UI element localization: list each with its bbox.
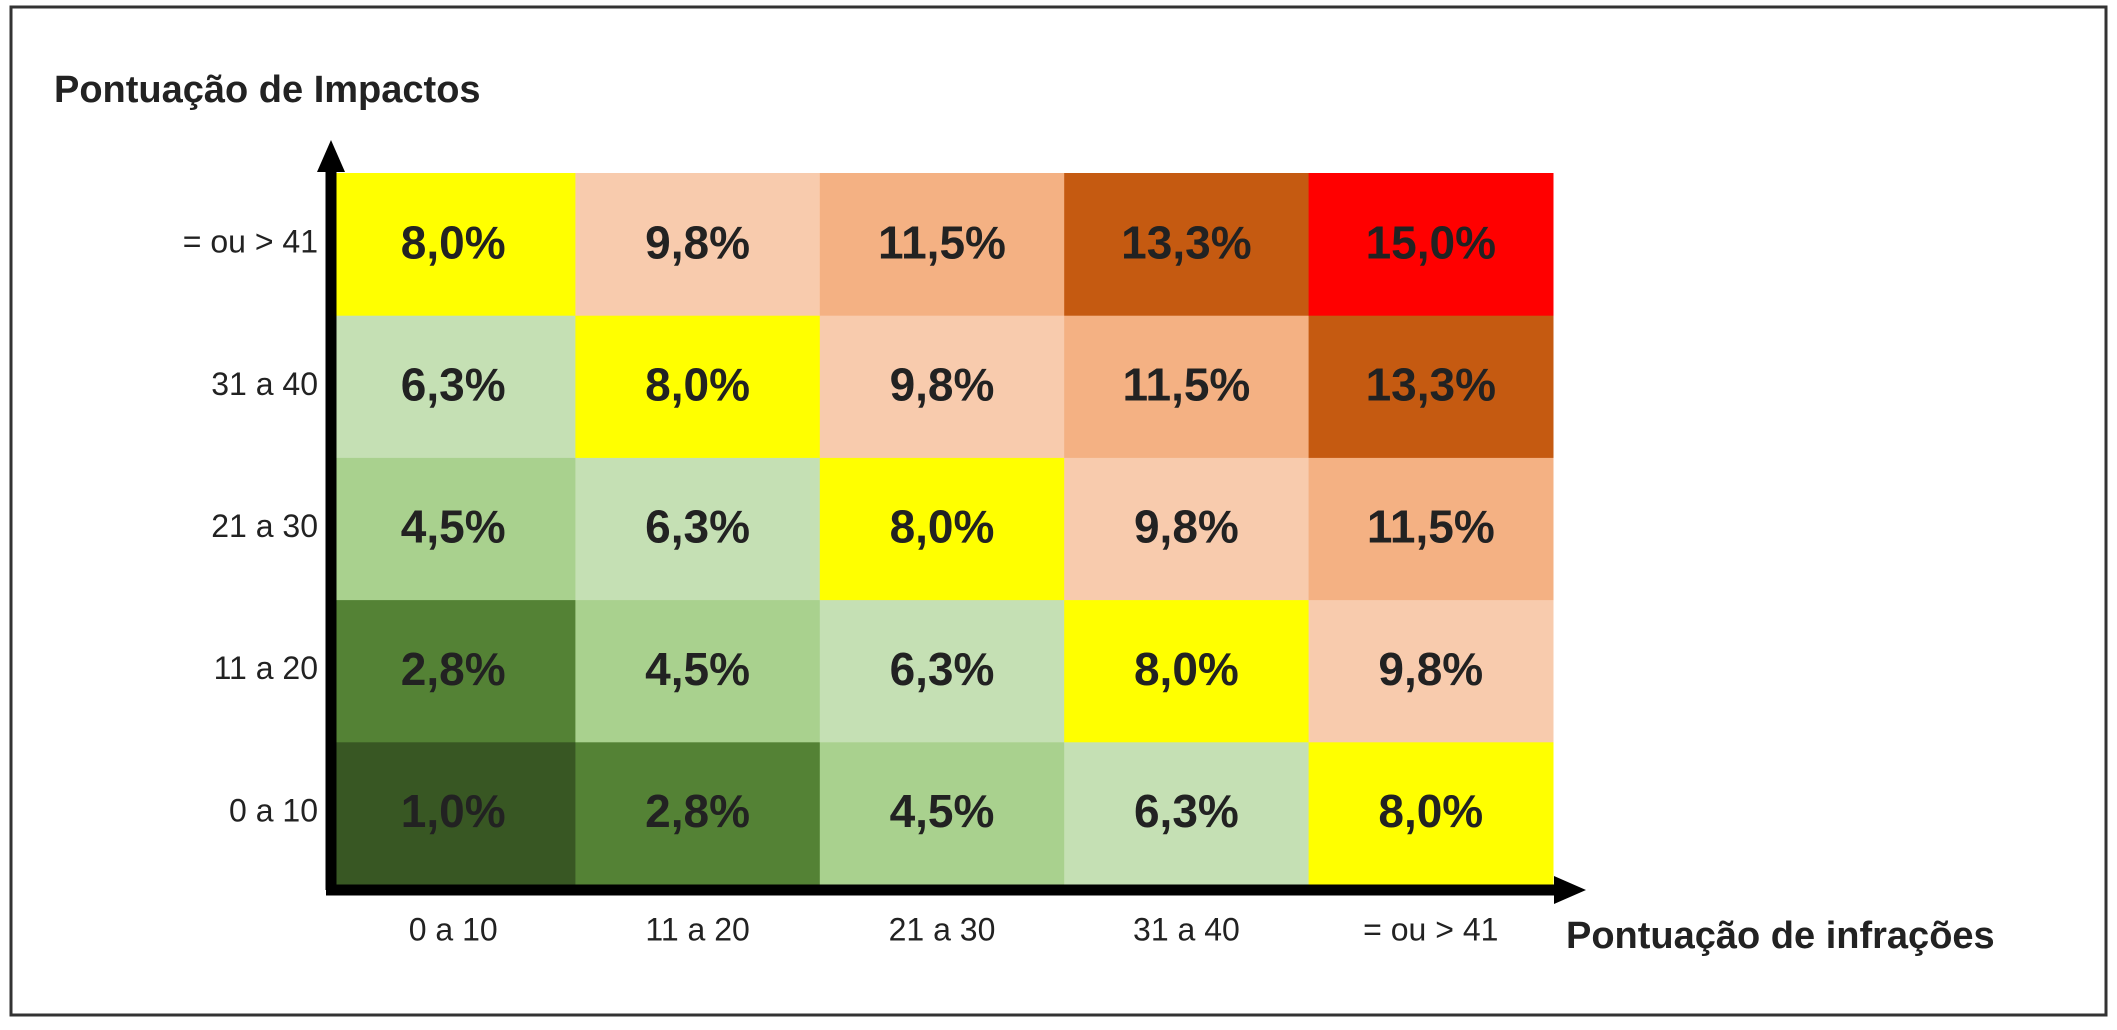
y-tick-label: 11 a 20: [214, 650, 318, 686]
heatmap-cell: [1308, 457, 1554, 601]
y-axis-arrow: [317, 140, 345, 172]
cell-label: 6,3%: [1134, 785, 1239, 837]
cell-label: 4,5%: [401, 501, 506, 553]
cell-label: 8,0%: [401, 216, 506, 268]
heatmap-cell: [331, 315, 576, 458]
heatmap-cell: [819, 599, 1065, 743]
cell-label: 8,0%: [645, 358, 750, 410]
cell-label: 11,5%: [1122, 358, 1250, 410]
heatmap-cell: [1308, 741, 1554, 885]
heatmap-cell: [1064, 457, 1310, 601]
x-tick-label: 31 a 40: [1133, 911, 1240, 947]
heatmap-cell: [575, 457, 821, 601]
heatmap-cell: [819, 315, 1065, 458]
cell-label: 4,5%: [890, 785, 995, 837]
heatmap-cell: [1308, 315, 1554, 458]
heatmap-cell: [1308, 173, 1554, 316]
x-tick-label: 21 a 30: [889, 911, 996, 947]
heatmap-cell: [819, 173, 1065, 316]
cell-label: 8,0%: [1378, 785, 1483, 837]
cell-label: 2,8%: [401, 643, 506, 695]
y-tick-label: 0 a 10: [229, 792, 318, 828]
heatmap-cell: [575, 741, 821, 885]
x-tick-label: 0 a 10: [409, 911, 498, 947]
heatmap-cell: [575, 315, 821, 458]
cell-label: 8,0%: [1134, 643, 1239, 695]
cell-label: 2,8%: [645, 785, 750, 837]
cell-label: 6,3%: [401, 358, 506, 410]
cell-label: 6,3%: [890, 643, 995, 695]
cell-label: 6,3%: [645, 501, 750, 553]
cell-label: 13,3%: [1366, 358, 1496, 410]
heatmap-cell: [1064, 599, 1310, 743]
y-axis-title: Pontuação de Impactos: [54, 69, 481, 111]
x-axis-arrow: [1554, 876, 1586, 904]
x-tick-label: 11 a 20: [645, 911, 749, 947]
heatmap-cell: [1064, 173, 1310, 316]
y-tick-label: = ou > 41: [183, 224, 318, 260]
cell-label: 9,8%: [645, 216, 750, 268]
cell-label: 9,8%: [1134, 501, 1239, 553]
heatmap-cell: [331, 741, 576, 885]
x-axis-title: Pontuação de infrações: [1566, 915, 1995, 957]
heatmap-cell: [819, 457, 1065, 601]
cell-label: 13,3%: [1121, 216, 1251, 268]
cell-label: 11,5%: [1367, 501, 1495, 553]
heatmap-cell: [331, 599, 576, 743]
heatmap-cell: [575, 599, 821, 743]
cell-label: 9,8%: [1378, 643, 1483, 695]
cell-label: 8,0%: [890, 501, 995, 553]
heatmap-cell: [1308, 599, 1554, 743]
heatmap-cells: 1,0% 2,8% 4,5% 6,3% 8,0% 2,8% 4,5% 6,3% 8,0% 9,8%…: [331, 173, 1554, 885]
heatmap-cell: [1064, 315, 1310, 458]
heatmap-cell: [331, 457, 576, 601]
x-tick-label: = ou > 41: [1363, 911, 1498, 947]
cell-label: 1,0%: [401, 785, 506, 837]
y-tick-label: 31 a 40: [211, 366, 318, 402]
heatmap-cell: [1064, 741, 1310, 885]
y-tick-label: 21 a 30: [211, 508, 318, 544]
cell-label: 11,5%: [878, 216, 1006, 268]
heatmap-cell: [819, 741, 1065, 885]
cell-label: 9,8%: [890, 358, 995, 410]
cell-label: 15,0%: [1366, 216, 1496, 268]
cell-label: 4,5%: [645, 643, 750, 695]
heatmap-cell: [575, 173, 821, 316]
heatmap-cell: [331, 173, 576, 316]
